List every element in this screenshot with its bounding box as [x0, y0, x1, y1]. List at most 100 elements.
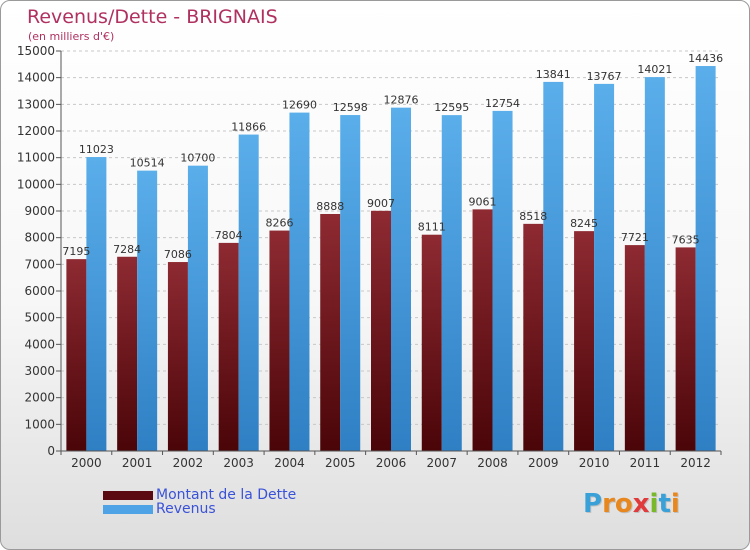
- bar-dette: [574, 231, 595, 451]
- data-label-dette: 7284: [113, 243, 141, 256]
- legend-label-dette: Montant de la Dette: [156, 487, 297, 503]
- x-tick-label: 2012: [680, 456, 711, 470]
- x-tick-label: 2000: [71, 456, 102, 470]
- chart-subtitle: (en milliers d'€): [28, 30, 115, 43]
- x-tick-label: 2009: [528, 456, 559, 470]
- data-label-dette: 8111: [418, 221, 446, 234]
- bar-dette: [269, 230, 290, 451]
- y-tick-label: 3000: [24, 364, 55, 378]
- logo-letter: r: [602, 489, 615, 519]
- logo-letter: x: [632, 489, 650, 519]
- y-tick-label: 2000: [24, 391, 55, 405]
- bar-revenus: [340, 115, 361, 451]
- data-label-dette: 7635: [672, 233, 700, 246]
- data-label-revenus: 12754: [485, 97, 520, 110]
- data-label-revenus: 14021: [637, 63, 672, 76]
- bar-dette: [624, 245, 645, 451]
- bar-dette: [66, 259, 87, 451]
- data-label-revenus: 12595: [434, 101, 469, 114]
- y-tick-label: 12000: [17, 124, 55, 138]
- y-tick-label: 10000: [17, 177, 55, 191]
- bar-dette: [675, 247, 696, 451]
- x-tick-label: 2001: [122, 456, 153, 470]
- bar-dette: [320, 213, 341, 451]
- y-tick-label: 1000: [24, 417, 55, 431]
- legend-swatch-dette: [103, 490, 153, 500]
- x-tick-label: 2008: [477, 456, 508, 470]
- data-label-dette: 8266: [265, 217, 293, 230]
- data-label-revenus: 12598: [333, 101, 368, 114]
- data-label-revenus: 11023: [79, 143, 114, 156]
- data-label-dette: 9061: [469, 195, 497, 208]
- bar-revenus: [543, 81, 564, 451]
- y-tick-label: 15000: [17, 44, 55, 58]
- data-label-revenus: 12876: [384, 94, 419, 107]
- data-label-dette: 7804: [215, 229, 243, 242]
- data-label-dette: 7086: [164, 248, 192, 261]
- bar-revenus: [391, 107, 411, 451]
- bar-revenus: [187, 165, 208, 451]
- proxiti-logo: Proxiti: [583, 489, 680, 519]
- bar-revenus: [137, 170, 158, 452]
- bar-dette: [218, 242, 239, 451]
- y-tick-label: 0: [47, 444, 55, 458]
- x-tick-label: 2004: [274, 456, 305, 470]
- y-tick-label: 14000: [17, 71, 55, 85]
- bar-dette: [472, 209, 493, 451]
- data-label-revenus: 10700: [180, 152, 215, 165]
- x-tick-label: 2005: [325, 456, 356, 470]
- legend-label-revenus: Revenus: [156, 501, 216, 517]
- y-tick-label: 5000: [24, 311, 55, 325]
- y-tick-label: 7000: [24, 257, 55, 271]
- data-label-dette: 8245: [570, 217, 598, 230]
- logo-letter: o: [614, 489, 633, 519]
- legend-item-dette: Montant de la Dette: [103, 487, 296, 503]
- data-label-dette: 8518: [519, 210, 547, 223]
- bar-dette: [421, 234, 442, 451]
- bar-revenus: [289, 112, 310, 451]
- x-tick-label: 2002: [173, 456, 204, 470]
- bar-revenus: [492, 110, 513, 451]
- legend-swatch-revenus: [103, 504, 153, 514]
- bar-dette: [371, 210, 391, 451]
- bar-revenus: [594, 83, 615, 451]
- logo-letter: i: [670, 489, 680, 519]
- bar-revenus: [695, 66, 716, 451]
- x-tick-label: 2010: [579, 456, 610, 470]
- logo-letter: i: [649, 489, 659, 519]
- y-tick-label: 4000: [24, 337, 55, 351]
- data-label-revenus: 11866: [231, 121, 266, 134]
- data-label-revenus: 10514: [130, 157, 165, 170]
- bar-revenus: [238, 134, 259, 451]
- y-tick-label: 8000: [24, 231, 55, 245]
- bar-dette: [167, 262, 188, 451]
- data-label-revenus: 13767: [587, 70, 622, 83]
- x-tick-label: 2003: [223, 456, 254, 470]
- y-tick-label: 11000: [17, 151, 55, 165]
- bar-dette: [523, 223, 544, 451]
- x-tick-label: 2006: [376, 456, 407, 470]
- data-label-dette: 7721: [621, 231, 649, 244]
- bar-revenus: [441, 115, 462, 451]
- y-tick-label: 13000: [17, 97, 55, 111]
- bar-dette: [117, 256, 138, 451]
- data-labels: 7195 11023 7284 10514 7086 10700 7804 11866 8266…: [62, 52, 723, 261]
- legend-item-revenus: Revenus: [103, 501, 216, 517]
- chart-title: Revenus/Dette - BRIGNAIS: [27, 6, 278, 28]
- data-label-dette: 7195: [62, 245, 90, 258]
- x-tick-label: 2011: [630, 456, 661, 470]
- logo-letter: P: [583, 489, 603, 519]
- axes: 0 1000 2000 3000 4000 5000 6000 7000 8000 9000 100…: [17, 44, 722, 470]
- logo-letter: t: [658, 489, 671, 519]
- data-label-revenus: 13841: [536, 68, 571, 81]
- y-tick-label: 9000: [24, 204, 55, 218]
- bar-revenus: [86, 157, 107, 451]
- data-label-revenus: 12690: [282, 99, 317, 112]
- y-tick-label: 6000: [24, 284, 55, 298]
- bars: [66, 66, 716, 452]
- x-tick-label: 2007: [426, 456, 457, 470]
- bar-revenus: [644, 77, 665, 452]
- data-label-dette: 9007: [367, 197, 395, 210]
